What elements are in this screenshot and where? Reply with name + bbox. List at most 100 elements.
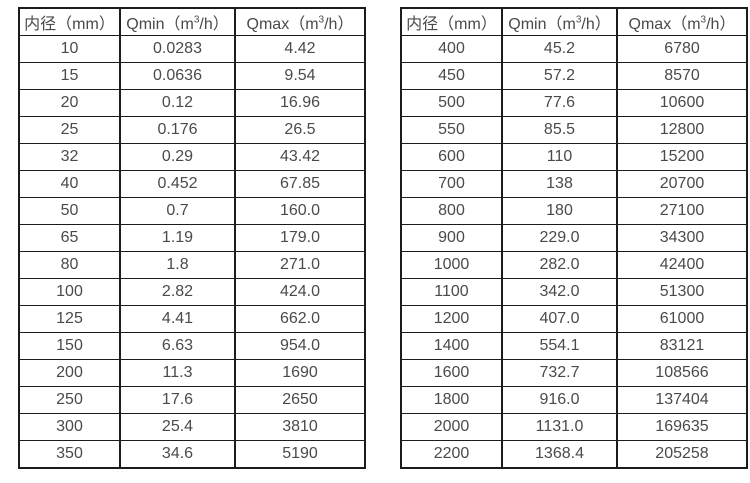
table-cell: 1400 (400, 332, 503, 360)
table-cell: 85.5 (501, 116, 618, 144)
table-cell: 1800 (400, 386, 503, 414)
table-row: 550 85.5 12800 (400, 116, 748, 144)
table-cell: 0.0283 (119, 35, 236, 63)
table-cell: 2000 (400, 413, 503, 441)
table-row: 900 229.0 34300 (400, 224, 748, 252)
table-row: 150 6.63 954.0 (18, 332, 366, 360)
table-cell: 180 (501, 197, 618, 225)
table-cell: 17.6 (119, 386, 236, 414)
table-row: 1100 342.0 51300 (400, 278, 748, 306)
table-cell: 15 (18, 62, 121, 90)
table-cell: 2.82 (119, 278, 236, 306)
table-row: 125 4.41 662.0 (18, 305, 366, 333)
table-body-left: 10 0.0283 4.42 15 0.0636 9.54 20 0.12 16.96 25 0.1… (18, 35, 366, 469)
table-row: 1000 282.0 42400 (400, 251, 748, 279)
table-cell: 732.7 (501, 359, 618, 387)
table-row: 50 0.7 160.0 (18, 197, 366, 225)
table-cell: 20700 (616, 170, 748, 198)
header-cell-qmin: Qmin（m3/h） (501, 7, 618, 36)
table-cell: 916.0 (501, 386, 618, 414)
header-qmin-label: Qmin（m (126, 16, 194, 33)
table-cell: 600 (400, 143, 503, 171)
table-row: 1200 407.0 61000 (400, 305, 748, 333)
table-cell: 42400 (616, 251, 748, 279)
table-row: 10 0.0283 4.42 (18, 35, 366, 63)
header-cell-diameter: 内径（mm） (18, 7, 121, 36)
table-cell: 1100 (400, 278, 503, 306)
table-cell: 342.0 (501, 278, 618, 306)
table-cell: 12800 (616, 116, 748, 144)
table-row: 25 0.176 26.5 (18, 116, 366, 144)
table-cell: 67.85 (234, 170, 366, 198)
table-cell: 11.3 (119, 359, 236, 387)
table-cell: 0.12 (119, 89, 236, 117)
table-cell: 6.63 (119, 332, 236, 360)
table-cell: 100 (18, 278, 121, 306)
table-cell: 51300 (616, 278, 748, 306)
table-cell: 34300 (616, 224, 748, 252)
table-cell: 954.0 (234, 332, 366, 360)
table-cell: 20 (18, 89, 121, 117)
header-qmax-superscript: 3 (700, 14, 707, 26)
table-cell: 1000 (400, 251, 503, 279)
table-cell: 3810 (234, 413, 366, 441)
header-cell-qmin: Qmin（m3/h） (119, 7, 236, 36)
table-row: 65 1.19 179.0 (18, 224, 366, 252)
table-row: 100 2.82 424.0 (18, 278, 366, 306)
header-diameter-label: 内径（mm） (24, 16, 115, 33)
table-cell: 40 (18, 170, 121, 198)
table-cell: 1131.0 (501, 413, 618, 441)
table-cell: 26.5 (234, 116, 366, 144)
table-cell: 125 (18, 305, 121, 333)
table-cell: 9.54 (234, 62, 366, 90)
table-cell: 0.29 (119, 143, 236, 171)
table-cell: 200 (18, 359, 121, 387)
table-cell: 0.0636 (119, 62, 236, 90)
table-cell: 6780 (616, 35, 748, 63)
table-cell: 108566 (616, 359, 748, 387)
table-cell: 160.0 (234, 197, 366, 225)
table-cell: 800 (400, 197, 503, 225)
table-row: 20 0.12 16.96 (18, 89, 366, 117)
table-cell: 10 (18, 35, 121, 63)
table-cell: 900 (400, 224, 503, 252)
table-cell: 15200 (616, 143, 748, 171)
table-cell: 229.0 (501, 224, 618, 252)
table-row: 350 34.6 5190 (18, 440, 366, 469)
table-cell: 205258 (616, 440, 748, 469)
table-cell: 424.0 (234, 278, 366, 306)
table-cell: 450 (400, 62, 503, 90)
table-cell: 350 (18, 440, 121, 469)
header-qmin-superscript: 3 (193, 14, 200, 26)
table-cell: 34.6 (119, 440, 236, 469)
table-cell: 77.6 (501, 89, 618, 117)
table-cell: 138 (501, 170, 618, 198)
table-cell: 179.0 (234, 224, 366, 252)
table-row: 2200 1368.4 205258 (400, 440, 748, 469)
table-cell: 0.452 (119, 170, 236, 198)
table-cell: 500 (400, 89, 503, 117)
header-qmax-label-suffix: /h） (706, 16, 736, 33)
table-cell: 5190 (234, 440, 366, 469)
table-cell: 282.0 (501, 251, 618, 279)
table-row: 32 0.29 43.42 (18, 143, 366, 171)
header-qmax-superscript: 3 (318, 14, 325, 26)
spec-table-right: 内径（mm） Qmin（m3/h） Qmax（m3/h） 400 45.2 6780… (400, 7, 748, 469)
table-cell: 8570 (616, 62, 748, 90)
header-qmin-superscript: 3 (575, 14, 582, 26)
table-row: 450 57.2 8570 (400, 62, 748, 90)
table-row: 800 180 27100 (400, 197, 748, 225)
table-cell: 57.2 (501, 62, 618, 90)
table-row: 500 77.6 10600 (400, 89, 748, 117)
table-cell: 0.176 (119, 116, 236, 144)
table-row: 300 25.4 3810 (18, 413, 366, 441)
table-cell: 250 (18, 386, 121, 414)
table-cell: 27100 (616, 197, 748, 225)
table-cell: 4.42 (234, 35, 366, 63)
table-cell: 50 (18, 197, 121, 225)
table-cell: 16.96 (234, 89, 366, 117)
table-cell: 25 (18, 116, 121, 144)
table-cell: 1.19 (119, 224, 236, 252)
table-cell: 2200 (400, 440, 503, 469)
header-cell-qmax: Qmax（m3/h） (616, 7, 748, 36)
